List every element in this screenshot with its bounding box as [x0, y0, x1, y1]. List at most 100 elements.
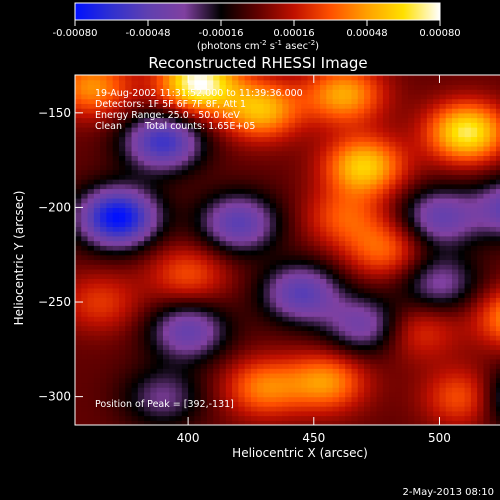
heatmap-cell — [150, 193, 158, 199]
heatmap-cell — [414, 302, 422, 308]
heatmap-cell — [244, 216, 252, 223]
heatmap-cell — [150, 349, 158, 355]
heatmap-cell — [401, 75, 409, 81]
heatmap-cell — [408, 183, 415, 190]
heatmap-cell — [219, 136, 227, 142]
heatmap-cell — [370, 363, 378, 369]
heatmap-cell — [169, 377, 177, 384]
heatmap-cell — [364, 335, 371, 341]
heatmap-cell — [181, 316, 189, 322]
heatmap-cell — [496, 401, 500, 407]
heatmap-cell — [269, 368, 277, 374]
heatmap-cell — [225, 368, 233, 374]
heatmap-cell — [150, 311, 158, 317]
heatmap-cell — [169, 406, 177, 412]
heatmap-cell — [345, 141, 353, 147]
heatmap-cell — [426, 84, 434, 90]
heatmap-cell — [257, 410, 265, 417]
heatmap-cell — [188, 335, 195, 341]
heatmap-cell — [433, 160, 441, 166]
heatmap-cell — [313, 259, 321, 265]
heatmap-cell — [282, 410, 290, 417]
heatmap-cell — [332, 302, 340, 308]
heatmap-cell — [313, 93, 321, 100]
heatmap-cell — [93, 150, 101, 157]
heatmap-cell — [232, 136, 239, 142]
heatmap-cell — [162, 84, 170, 90]
heatmap-cell — [364, 320, 371, 327]
heatmap-cell — [370, 235, 378, 242]
heatmap-cell — [282, 207, 290, 213]
heatmap-cell — [131, 354, 139, 360]
heatmap-cell — [389, 358, 397, 365]
heatmap-cell — [320, 117, 327, 123]
heatmap-cell — [282, 401, 290, 407]
heatmap-cell — [181, 183, 189, 190]
heatmap-cell — [313, 183, 321, 190]
heatmap-cell — [250, 325, 258, 332]
heatmap-cell — [326, 363, 334, 369]
heatmap-cell — [75, 368, 82, 374]
heatmap-cell — [257, 297, 265, 303]
heatmap-cell — [200, 108, 208, 114]
heatmap-cell — [263, 377, 271, 384]
heatmap-cell — [301, 278, 309, 284]
heatmap-cell — [458, 212, 466, 218]
heatmap-cell — [439, 330, 447, 336]
heatmap-cell — [175, 391, 183, 398]
heatmap-cell — [175, 268, 183, 275]
heatmap-cell — [320, 160, 327, 166]
heatmap-cell — [313, 221, 321, 227]
heatmap-cell — [169, 202, 177, 209]
heatmap-cell — [200, 202, 208, 209]
heatmap-cell — [106, 136, 114, 142]
heatmap-cell — [106, 410, 114, 417]
heatmap-cell — [357, 382, 365, 388]
heatmap-cell — [238, 108, 246, 114]
heatmap-cell — [131, 358, 139, 365]
heatmap-cell — [420, 155, 428, 161]
heatmap-cell — [244, 330, 252, 336]
heatmap-cell — [257, 127, 265, 133]
heatmap-cell — [351, 297, 359, 303]
heatmap-cell — [464, 84, 472, 90]
heatmap-cell — [376, 368, 384, 374]
heatmap-cell — [288, 103, 296, 109]
heatmap-cell — [250, 420, 258, 425]
heatmap-cell — [364, 131, 371, 138]
heatmap-cell — [93, 179, 101, 185]
heatmap-cell — [238, 226, 246, 232]
heatmap-cell — [445, 141, 453, 147]
heatmap-cell — [445, 268, 453, 275]
heatmap-cell — [144, 396, 151, 402]
heatmap-cell — [118, 254, 126, 261]
heatmap-cell — [395, 98, 403, 104]
heatmap-cell — [370, 311, 378, 317]
heatmap-cell — [326, 302, 334, 308]
heatmap-cell — [426, 363, 434, 369]
heatmap-cell — [307, 368, 315, 374]
heatmap-cell — [194, 98, 202, 104]
heatmap-cell — [206, 235, 214, 242]
heatmap-cell — [188, 112, 195, 119]
heatmap-cell — [263, 420, 271, 425]
heatmap-cell — [345, 420, 353, 425]
heatmap-cell — [156, 420, 164, 425]
heatmap-cell — [483, 401, 491, 407]
heatmap-cell — [433, 372, 441, 379]
heatmap-cell — [81, 250, 89, 256]
heatmap-cell — [313, 188, 321, 194]
heatmap-cell — [445, 84, 453, 90]
heatmap-cell — [106, 283, 114, 289]
heatmap-cell — [169, 311, 177, 317]
heatmap-cell — [250, 108, 258, 114]
heatmap-cell — [250, 339, 258, 346]
heatmap-cell — [131, 306, 139, 313]
heatmap-cell — [445, 235, 453, 242]
heatmap-cell — [225, 98, 233, 104]
heatmap-cell — [288, 155, 296, 161]
heatmap-cell — [238, 387, 246, 393]
heatmap-cell — [382, 250, 390, 256]
heatmap-cell — [100, 401, 108, 407]
heatmap-cell — [93, 216, 101, 223]
